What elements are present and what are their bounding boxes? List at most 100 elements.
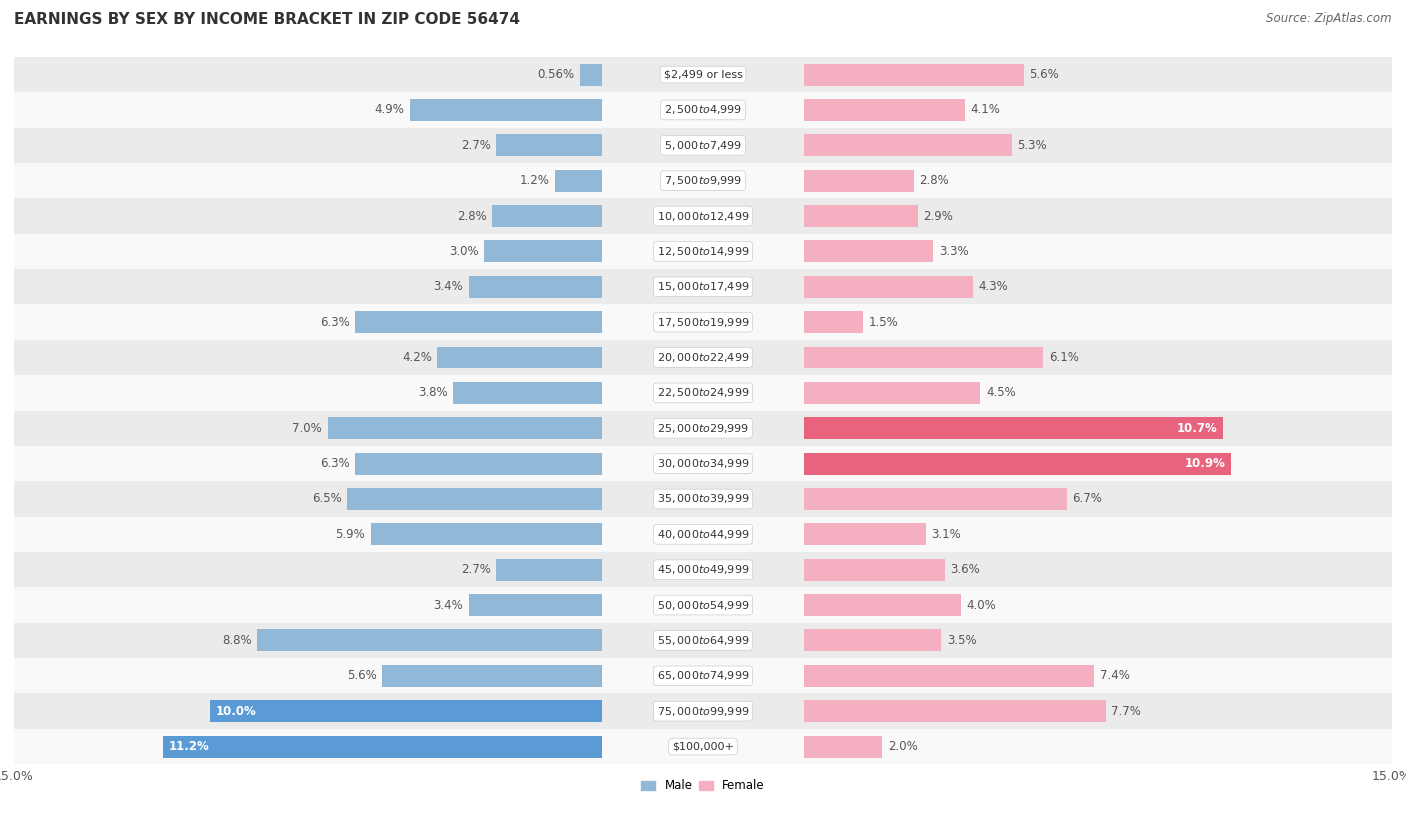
- Text: $10,000 to $12,499: $10,000 to $12,499: [657, 210, 749, 223]
- Bar: [14, 233, 1392, 269]
- Text: 3.4%: 3.4%: [433, 598, 463, 611]
- Text: 4.1%: 4.1%: [970, 103, 1000, 116]
- Bar: [14, 304, 1392, 340]
- Bar: [328, 417, 602, 439]
- Text: 7.0%: 7.0%: [292, 422, 322, 435]
- Text: 5.9%: 5.9%: [336, 528, 366, 541]
- Text: 7.4%: 7.4%: [1099, 669, 1129, 682]
- Bar: [453, 382, 602, 404]
- Text: $22,500 to $24,999: $22,500 to $24,999: [657, 386, 749, 399]
- Text: 5.3%: 5.3%: [1018, 139, 1047, 152]
- Bar: [14, 729, 1392, 764]
- Bar: [555, 170, 602, 192]
- Bar: [14, 411, 1392, 446]
- Text: 10.0%: 10.0%: [215, 705, 256, 718]
- Bar: [496, 134, 602, 156]
- Bar: [492, 205, 602, 227]
- Text: 2.8%: 2.8%: [457, 210, 486, 223]
- Bar: [804, 594, 960, 616]
- Text: 1.2%: 1.2%: [520, 174, 550, 187]
- Bar: [804, 559, 945, 580]
- Bar: [14, 623, 1392, 658]
- Bar: [437, 346, 602, 368]
- Bar: [411, 99, 602, 121]
- Text: 2.7%: 2.7%: [461, 563, 491, 576]
- Text: EARNINGS BY SEX BY INCOME BRACKET IN ZIP CODE 56474: EARNINGS BY SEX BY INCOME BRACKET IN ZIP…: [14, 12, 520, 27]
- Bar: [804, 205, 918, 227]
- Text: $30,000 to $34,999: $30,000 to $34,999: [657, 457, 749, 470]
- Text: $50,000 to $54,999: $50,000 to $54,999: [657, 598, 749, 611]
- Text: 0.56%: 0.56%: [537, 68, 575, 81]
- Text: 6.3%: 6.3%: [319, 457, 350, 470]
- Bar: [14, 446, 1392, 481]
- Text: 2.7%: 2.7%: [461, 139, 491, 152]
- Legend: Male, Female: Male, Female: [637, 775, 769, 798]
- Bar: [14, 163, 1392, 198]
- Bar: [804, 241, 934, 263]
- Bar: [14, 693, 1392, 729]
- Text: $40,000 to $44,999: $40,000 to $44,999: [657, 528, 749, 541]
- Text: 1.5%: 1.5%: [869, 315, 898, 328]
- Text: 5.6%: 5.6%: [347, 669, 377, 682]
- Bar: [804, 346, 1043, 368]
- Text: 5.6%: 5.6%: [1029, 68, 1059, 81]
- Text: 4.9%: 4.9%: [374, 103, 405, 116]
- Text: 3.6%: 3.6%: [950, 563, 980, 576]
- Bar: [163, 736, 602, 758]
- Text: 4.5%: 4.5%: [986, 386, 1015, 399]
- Text: 3.8%: 3.8%: [418, 386, 447, 399]
- Text: 6.3%: 6.3%: [319, 315, 350, 328]
- Bar: [382, 665, 602, 687]
- Text: Source: ZipAtlas.com: Source: ZipAtlas.com: [1267, 12, 1392, 25]
- Bar: [496, 559, 602, 580]
- Bar: [468, 594, 602, 616]
- Text: 10.9%: 10.9%: [1185, 457, 1226, 470]
- Bar: [14, 481, 1392, 517]
- Bar: [804, 170, 914, 192]
- Bar: [14, 198, 1392, 233]
- Text: 8.8%: 8.8%: [222, 634, 252, 647]
- Text: 11.2%: 11.2%: [169, 740, 209, 753]
- Bar: [804, 524, 925, 546]
- Text: $15,000 to $17,499: $15,000 to $17,499: [657, 280, 749, 293]
- Bar: [371, 524, 602, 546]
- Text: 3.0%: 3.0%: [450, 245, 479, 258]
- Bar: [14, 340, 1392, 375]
- Bar: [804, 311, 863, 333]
- Text: $5,000 to $7,499: $5,000 to $7,499: [664, 139, 742, 152]
- Bar: [14, 92, 1392, 128]
- Text: 2.0%: 2.0%: [889, 740, 918, 753]
- Bar: [257, 629, 602, 651]
- Text: $25,000 to $29,999: $25,000 to $29,999: [657, 422, 749, 435]
- Bar: [14, 587, 1392, 623]
- Bar: [804, 134, 1012, 156]
- Text: 3.5%: 3.5%: [946, 634, 976, 647]
- Text: $75,000 to $99,999: $75,000 to $99,999: [657, 705, 749, 718]
- Text: $45,000 to $49,999: $45,000 to $49,999: [657, 563, 749, 576]
- Bar: [347, 488, 602, 510]
- Text: 10.7%: 10.7%: [1177, 422, 1218, 435]
- Bar: [14, 128, 1392, 163]
- Bar: [804, 629, 941, 651]
- Text: $100,000+: $100,000+: [672, 741, 734, 751]
- Text: 4.3%: 4.3%: [979, 280, 1008, 293]
- Text: 7.7%: 7.7%: [1111, 705, 1142, 718]
- Text: $20,000 to $22,499: $20,000 to $22,499: [657, 351, 749, 364]
- Text: 2.9%: 2.9%: [924, 210, 953, 223]
- Text: 3.3%: 3.3%: [939, 245, 969, 258]
- Bar: [804, 736, 883, 758]
- Text: $55,000 to $64,999: $55,000 to $64,999: [657, 634, 749, 647]
- Text: $17,500 to $19,999: $17,500 to $19,999: [657, 315, 749, 328]
- Text: $12,500 to $14,999: $12,500 to $14,999: [657, 245, 749, 258]
- Bar: [804, 453, 1232, 475]
- Bar: [14, 375, 1392, 411]
- Bar: [356, 311, 602, 333]
- Bar: [14, 269, 1392, 304]
- Bar: [356, 453, 602, 475]
- Bar: [14, 57, 1392, 92]
- Bar: [14, 517, 1392, 552]
- Bar: [804, 382, 980, 404]
- Bar: [804, 700, 1107, 722]
- Text: 6.1%: 6.1%: [1049, 351, 1078, 364]
- Bar: [804, 488, 1067, 510]
